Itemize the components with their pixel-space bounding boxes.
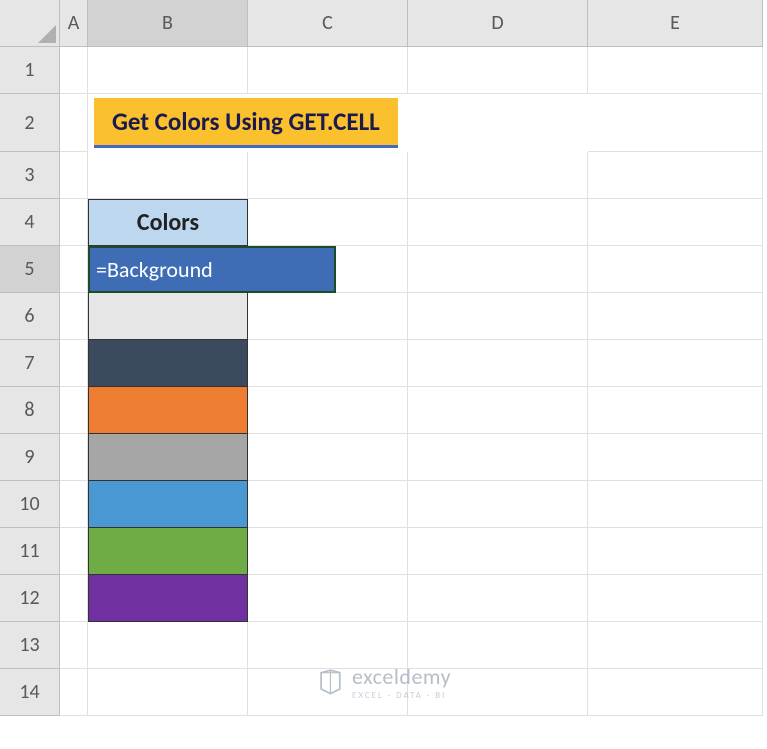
- cell-D3[interactable]: [408, 152, 588, 199]
- cell-D13[interactable]: [408, 622, 588, 669]
- color-swatch-3[interactable]: [88, 387, 248, 434]
- cell-D10[interactable]: [408, 481, 588, 528]
- colors-header-cell[interactable]: Colors: [88, 199, 248, 246]
- cell-D8[interactable]: [408, 387, 588, 434]
- cell-C8[interactable]: [248, 387, 408, 434]
- cell-B13[interactable]: [88, 622, 248, 669]
- col-header-E[interactable]: E: [588, 0, 763, 47]
- cell-A11[interactable]: [60, 528, 88, 575]
- col-header-C[interactable]: C: [248, 0, 408, 47]
- cell-E2[interactable]: [588, 94, 763, 152]
- cell-E8[interactable]: [588, 387, 763, 434]
- col-header-D[interactable]: D: [408, 0, 588, 47]
- cell-A10[interactable]: [60, 481, 88, 528]
- spreadsheet-grid: A B C D E 1 2 Get Colors Using GET.CELL …: [0, 0, 767, 716]
- cell-D12[interactable]: [408, 575, 588, 622]
- color-swatch-5[interactable]: [88, 481, 248, 528]
- cell-A5[interactable]: [60, 246, 88, 293]
- cell-D11[interactable]: [408, 528, 588, 575]
- cell-A3[interactable]: [60, 152, 88, 199]
- cell-D4[interactable]: [408, 199, 588, 246]
- cell-E6[interactable]: [588, 293, 763, 340]
- col-header-B[interactable]: B: [88, 0, 248, 47]
- cell-E12[interactable]: [588, 575, 763, 622]
- cell-A12[interactable]: [60, 575, 88, 622]
- cell-A4[interactable]: [60, 199, 88, 246]
- page-title: Get Colors Using GET.CELL: [94, 98, 398, 148]
- row-header-10[interactable]: 10: [0, 481, 60, 528]
- color-swatch-6[interactable]: [88, 528, 248, 575]
- cell-D7[interactable]: [408, 340, 588, 387]
- row-header-2[interactable]: 2: [0, 94, 60, 152]
- row-header-11[interactable]: 11: [0, 528, 60, 575]
- cell-D9[interactable]: [408, 434, 588, 481]
- cell-D1[interactable]: [408, 47, 588, 94]
- cell-A1[interactable]: [60, 47, 88, 94]
- cell-C11[interactable]: [248, 528, 408, 575]
- cell-C4[interactable]: [248, 199, 408, 246]
- cell-E10[interactable]: [588, 481, 763, 528]
- cell-E1[interactable]: [588, 47, 763, 94]
- cell-A2[interactable]: [60, 94, 88, 152]
- cell-C3[interactable]: [248, 152, 408, 199]
- cell-B1[interactable]: [88, 47, 248, 94]
- cell-E5[interactable]: [588, 246, 763, 293]
- cell-C12[interactable]: [248, 575, 408, 622]
- row-header-3[interactable]: 3: [0, 152, 60, 199]
- row-header-5[interactable]: 5: [0, 246, 60, 293]
- cell-B3[interactable]: [88, 152, 248, 199]
- cell-E3[interactable]: [588, 152, 763, 199]
- cell-A14[interactable]: [60, 669, 88, 716]
- row-header-6[interactable]: 6: [0, 293, 60, 340]
- cell-C6[interactable]: [248, 293, 408, 340]
- cell-C7[interactable]: [248, 340, 408, 387]
- cell-A8[interactable]: [60, 387, 88, 434]
- formula-edit-overlay[interactable]: =Background: [88, 246, 336, 293]
- cell-C1[interactable]: [248, 47, 408, 94]
- cell-E7[interactable]: [588, 340, 763, 387]
- cell-E11[interactable]: [588, 528, 763, 575]
- color-swatch-2[interactable]: [88, 340, 248, 387]
- cell-A9[interactable]: [60, 434, 88, 481]
- row-header-14[interactable]: 14: [0, 669, 60, 716]
- row-header-8[interactable]: 8: [0, 387, 60, 434]
- select-all-corner[interactable]: [0, 0, 60, 47]
- col-header-A[interactable]: A: [60, 0, 88, 47]
- color-swatch-1[interactable]: [88, 293, 248, 340]
- formula-text: =Background: [96, 256, 213, 283]
- color-swatch-7[interactable]: [88, 575, 248, 622]
- cell-D6[interactable]: [408, 293, 588, 340]
- cell-E9[interactable]: [588, 434, 763, 481]
- cell-A6[interactable]: [60, 293, 88, 340]
- title-area: Get Colors Using GET.CELL: [88, 94, 588, 152]
- row-header-9[interactable]: 9: [0, 434, 60, 481]
- row-header-12[interactable]: 12: [0, 575, 60, 622]
- cell-B14[interactable]: [88, 669, 248, 716]
- cell-A13[interactable]: [60, 622, 88, 669]
- cell-E14[interactable]: [588, 669, 763, 716]
- row-header-4[interactable]: 4: [0, 199, 60, 246]
- watermark-name: exceldemy: [352, 663, 451, 690]
- watermark-sub: EXCEL · DATA · BI: [352, 690, 451, 701]
- watermark-icon: [316, 668, 344, 696]
- cell-A7[interactable]: [60, 340, 88, 387]
- watermark: exceldemy EXCEL · DATA · BI: [316, 663, 451, 701]
- color-swatch-4[interactable]: [88, 434, 248, 481]
- row-header-13[interactable]: 13: [0, 622, 60, 669]
- cell-E13[interactable]: [588, 622, 763, 669]
- row-header-1[interactable]: 1: [0, 47, 60, 94]
- row-header-7[interactable]: 7: [0, 340, 60, 387]
- cell-C9[interactable]: [248, 434, 408, 481]
- cell-C10[interactable]: [248, 481, 408, 528]
- cell-E4[interactable]: [588, 199, 763, 246]
- cell-C13[interactable]: [248, 622, 408, 669]
- cell-D5[interactable]: [408, 246, 588, 293]
